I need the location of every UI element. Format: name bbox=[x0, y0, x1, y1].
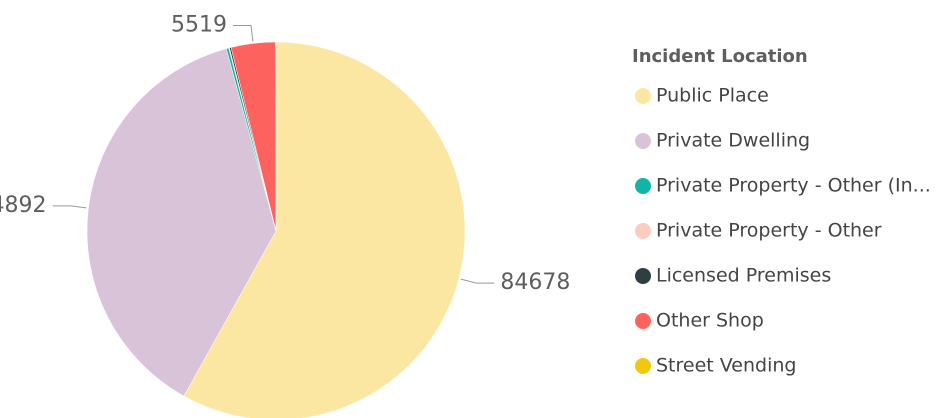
data-label: 5519 bbox=[171, 13, 227, 38]
legend-label: Street Vending bbox=[656, 355, 796, 377]
legend-label: Public Place bbox=[656, 85, 769, 107]
legend-label: Private Property - Other (In... bbox=[656, 175, 931, 197]
legend-marker bbox=[635, 223, 651, 239]
legend-marker bbox=[635, 358, 651, 374]
legend-label: Other Shop bbox=[656, 310, 764, 332]
legend-marker bbox=[635, 178, 651, 194]
legend-label: Private Dwelling bbox=[656, 130, 810, 152]
legend-title: Incident Location bbox=[632, 46, 808, 67]
legend-marker bbox=[635, 88, 651, 104]
leader-line bbox=[52, 205, 87, 209]
leader-line bbox=[232, 25, 254, 42]
legend-marker bbox=[635, 133, 651, 149]
data-label: 54892 bbox=[0, 193, 47, 218]
data-labels: 84678 54892 5519 bbox=[0, 13, 570, 296]
pie-slice bbox=[183, 41, 466, 418]
data-label: 84678 bbox=[500, 270, 570, 295]
legend-label: Licensed Premises bbox=[656, 265, 831, 287]
leader-line bbox=[460, 278, 495, 284]
legend-marker bbox=[635, 313, 651, 329]
legend: Incident Location Public Place Private Dw… bbox=[632, 46, 931, 377]
legend-label: Private Property - Other bbox=[656, 220, 882, 242]
pie bbox=[86, 41, 466, 418]
pie-slice bbox=[86, 48, 277, 397]
legend-marker bbox=[635, 268, 651, 284]
